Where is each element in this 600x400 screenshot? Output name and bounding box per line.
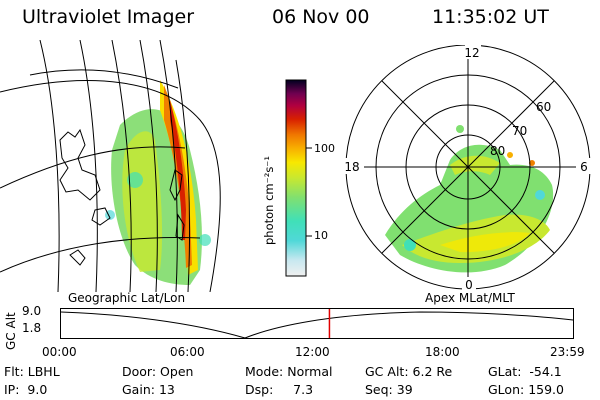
polar-panel-caption: Apex MLat/MLT [425,291,515,305]
colorbar-tick-100: 100 [314,142,335,155]
status-seq: Seq: 39 [365,382,413,397]
status-dsp: Dsp: 7.3 [245,382,314,397]
timeline-xtick-1800: 18:00 [425,345,460,359]
status-ip: IP: 9.0 [4,382,48,397]
colorbar-unit-label: photon cm⁻²s⁻¹ [262,156,276,245]
timeline-xtick-1200: 12:00 [295,345,330,359]
status-door: Door: Open [122,364,194,379]
timeline-xtick-0000: 00:00 [42,345,77,359]
status-gain: Gain: 13 [122,382,175,397]
mlt-label-18: 18 [344,160,359,174]
polar-mlt-panel: 12 18 6 0 60 70 80 [340,45,592,292]
timeline-ytick-top: 9.0 [22,304,42,318]
instrument-title: Ultraviolet Imager [22,6,195,28]
status-filter: Flt: LBHL [4,364,60,379]
timeline-ytick-bottom: 1.8 [22,321,42,335]
mlt-label-6: 6 [580,160,588,174]
timeline-xtick-0600: 06:00 [170,345,205,359]
mlat-label-70: 70 [512,124,527,138]
timeline-ylabel: GC Alt [4,312,18,350]
status-glon: GLon: 159.0 [488,382,564,397]
altitude-curve [60,311,574,339]
mlat-label-60: 60 [536,100,551,114]
observation-time: 11:35:02 UT [432,6,549,28]
earth-limb [0,80,221,292]
geographic-image-panel [0,40,221,292]
status-gc-alt: GC Alt: 6.2 Re [365,364,453,379]
geo-panel-caption: Geographic Lat/Lon [68,291,186,305]
mlt-label-0: 0 [465,278,473,292]
mlt-label-12: 12 [464,46,479,60]
coastline [59,128,101,201]
status-glat: GLat: -54.1 [488,364,562,379]
colorbar-tick-10: 10 [314,229,328,242]
observation-date: 06 Nov 00 [272,6,370,28]
timeline-plot [60,308,574,339]
timeline-xtick-2359: 23:59 [550,345,585,359]
status-mode: Mode: Normal [245,364,333,379]
colorbar [285,79,312,277]
mlat-label-80: 80 [490,144,505,158]
